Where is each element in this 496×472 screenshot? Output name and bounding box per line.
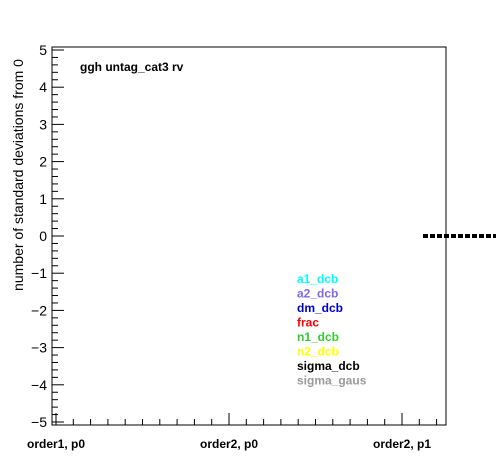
- y-tick-label: −5: [31, 414, 47, 430]
- legend: a1_dcba2_dcbdm_dcbfracn1_dcbn2_dcbsigma_…: [297, 272, 367, 388]
- legend-entry-dm-dcb: dm_dcb: [297, 301, 343, 315]
- legend-entry-n1-dcb: n1_dcb: [297, 330, 339, 344]
- y-tick-label: −4: [31, 377, 47, 393]
- y-tick-label: −2: [31, 302, 47, 318]
- y-tick-label: −3: [31, 340, 47, 356]
- y-tick-label: 1: [39, 191, 47, 207]
- legend-entry-frac: frac: [297, 316, 319, 330]
- y-tick-label: 3: [39, 116, 47, 132]
- x-tick-label: order1, p0: [27, 437, 85, 451]
- x-tick-label: order2, p1: [373, 437, 431, 451]
- legend-entry-a1-dcb: a1_dcb: [297, 272, 338, 286]
- y-axis-label: number of standard deviations from 0: [10, 59, 26, 291]
- y-tick-label: 5: [39, 42, 47, 58]
- y-tick-label: −1: [31, 265, 47, 281]
- y-tick-label: 2: [39, 154, 47, 170]
- chart-title: ggh untag_cat3 rv: [80, 60, 184, 74]
- legend-entry-sigma-gaus: sigma_gaus: [297, 374, 367, 388]
- legend-entry-a2-dcb: a2_dcb: [297, 287, 338, 301]
- legend-entry-n2-dcb: n2_dcb: [297, 345, 339, 359]
- y-axis: 5 4 3 2 1 0 −1 −2 −3 −4 −5: [31, 42, 64, 430]
- x-tick-label: order2, p0: [200, 437, 258, 451]
- legend-entry-sigma-dcb: sigma_dcb: [297, 359, 360, 373]
- y-tick-label: 0: [39, 228, 47, 244]
- plot-frame: [51, 46, 447, 426]
- y-tick-label: 4: [39, 79, 47, 95]
- x-axis: order1, p0 order2, p0 order2, p1: [27, 413, 438, 451]
